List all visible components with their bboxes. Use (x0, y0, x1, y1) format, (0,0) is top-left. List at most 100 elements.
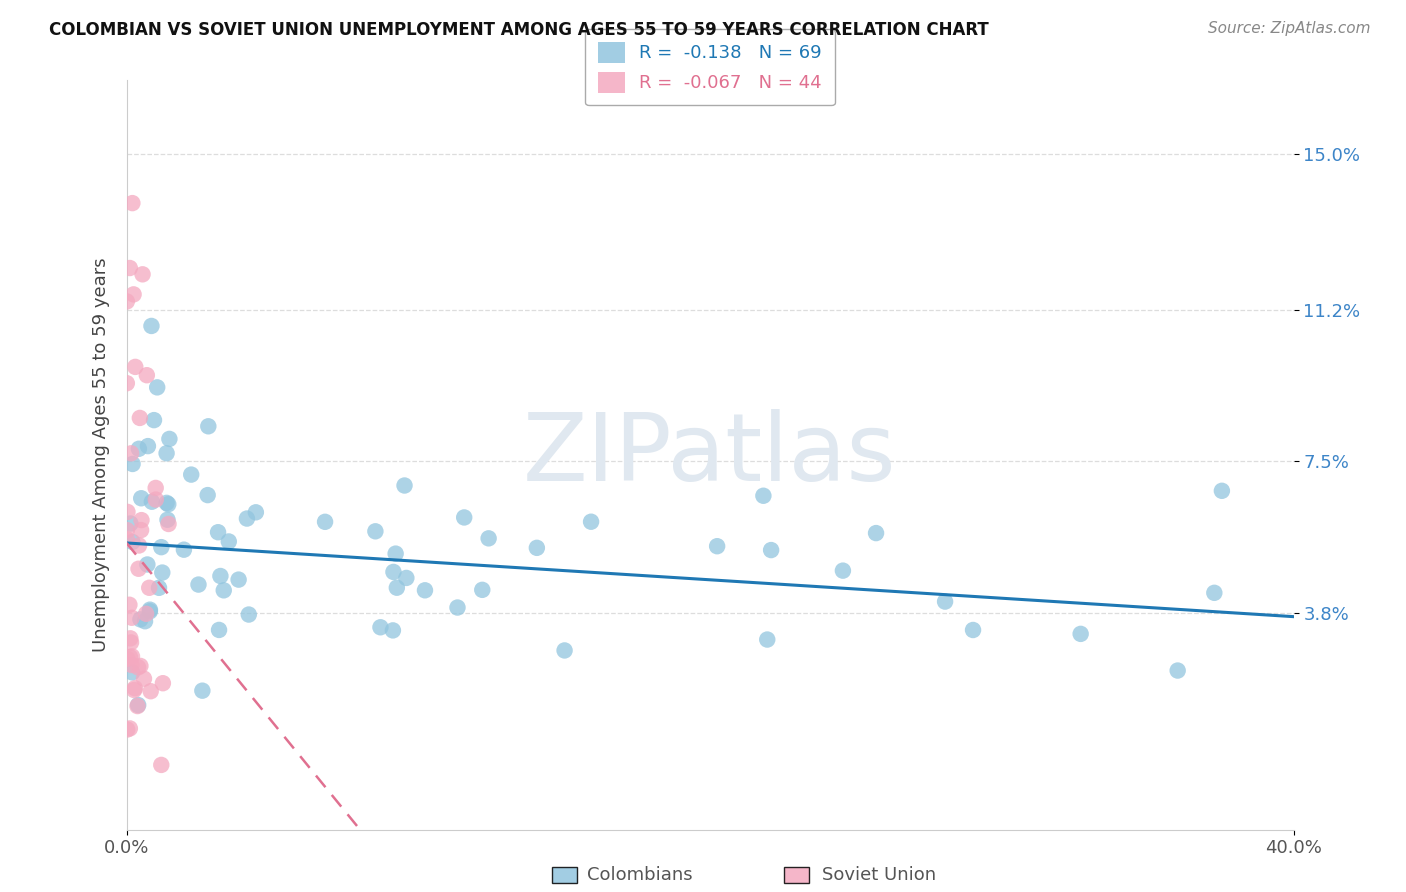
Point (115, 376, 138, 391)
Point (150, 566, 173, 580)
Point (128, 539, 150, 553)
Point (121, 196, 143, 211)
Point (752, 489, 775, 503)
Point (121, 665, 143, 680)
Point (382, 565, 405, 579)
Point (124, 681, 146, 696)
Point (832, 564, 855, 578)
Point (1070, 627, 1092, 641)
Point (157, 497, 180, 511)
Point (115, 533, 138, 547)
Point (139, 684, 162, 698)
Point (453, 510, 475, 524)
Point (129, 612, 152, 626)
Point (155, 496, 177, 510)
Point (129, 659, 152, 673)
Point (138, 581, 160, 595)
Point (197, 488, 219, 502)
Text: Colombians: Colombians (588, 866, 693, 884)
Point (209, 569, 232, 583)
Point (238, 607, 260, 622)
Point (118, 722, 141, 736)
Point (152, 676, 174, 690)
Point (120, 635, 142, 649)
Point (1204, 586, 1226, 600)
Point (155, 446, 177, 460)
Point (191, 683, 214, 698)
Point (554, 643, 576, 657)
Point (127, 660, 149, 674)
Point (129, 523, 152, 537)
Point (118, 260, 141, 275)
Point (187, 577, 209, 591)
Point (314, 515, 336, 529)
Point (236, 511, 259, 525)
Point (117, 505, 139, 519)
Text: Soviet Union: Soviet Union (821, 866, 936, 884)
Point (124, 359, 146, 374)
Point (121, 649, 143, 664)
Point (446, 600, 468, 615)
Point (413, 583, 436, 598)
Point (121, 535, 143, 549)
Point (385, 581, 408, 595)
Point (212, 583, 235, 598)
Point (135, 607, 157, 621)
Point (117, 652, 139, 666)
Point (478, 532, 501, 546)
Point (381, 624, 404, 638)
Point (132, 672, 155, 686)
Point (118, 598, 141, 612)
Point (370, 620, 392, 634)
Point (364, 524, 387, 539)
Point (579, 515, 602, 529)
Point (1167, 664, 1189, 678)
Point (1211, 483, 1233, 498)
Point (207, 525, 229, 540)
Point (150, 540, 173, 554)
Point (155, 862, 177, 876)
Point (121, 457, 143, 471)
Point (471, 582, 494, 597)
Point (173, 542, 195, 557)
Point (115, 523, 138, 537)
Point (865, 526, 887, 541)
Point (395, 571, 418, 585)
Point (143, 413, 166, 427)
Y-axis label: Unemployment Among Ages 55 to 59 years: Unemployment Among Ages 55 to 59 years (91, 258, 110, 652)
Point (962, 623, 984, 637)
Point (122, 287, 145, 301)
Point (934, 594, 956, 608)
Point (394, 478, 416, 492)
Point (245, 505, 267, 519)
Point (197, 419, 219, 434)
Point (157, 432, 180, 446)
Point (120, 845, 142, 859)
Point (121, 611, 143, 625)
Point (139, 602, 162, 616)
Point (122, 683, 145, 698)
Point (128, 442, 150, 456)
Text: Source: ZipAtlas.com: Source: ZipAtlas.com (1208, 21, 1371, 37)
Point (131, 513, 153, 527)
Point (117, 723, 139, 737)
Point (526, 541, 548, 555)
Point (120, 446, 142, 460)
Point (156, 513, 179, 527)
Point (384, 547, 406, 561)
Point (146, 380, 169, 394)
Point (141, 494, 163, 508)
Point (136, 558, 159, 572)
Legend: R =  -0.138   N = 69, R =  -0.067   N = 44: R = -0.138 N = 69, R = -0.067 N = 44 (585, 29, 835, 105)
Point (131, 268, 153, 282)
Point (115, 294, 138, 309)
Point (180, 467, 202, 482)
Point (134, 614, 156, 628)
Point (127, 699, 149, 714)
Point (120, 516, 142, 531)
Point (145, 492, 167, 507)
Point (157, 516, 180, 531)
Point (129, 491, 152, 506)
Point (756, 632, 779, 647)
Point (136, 439, 159, 453)
